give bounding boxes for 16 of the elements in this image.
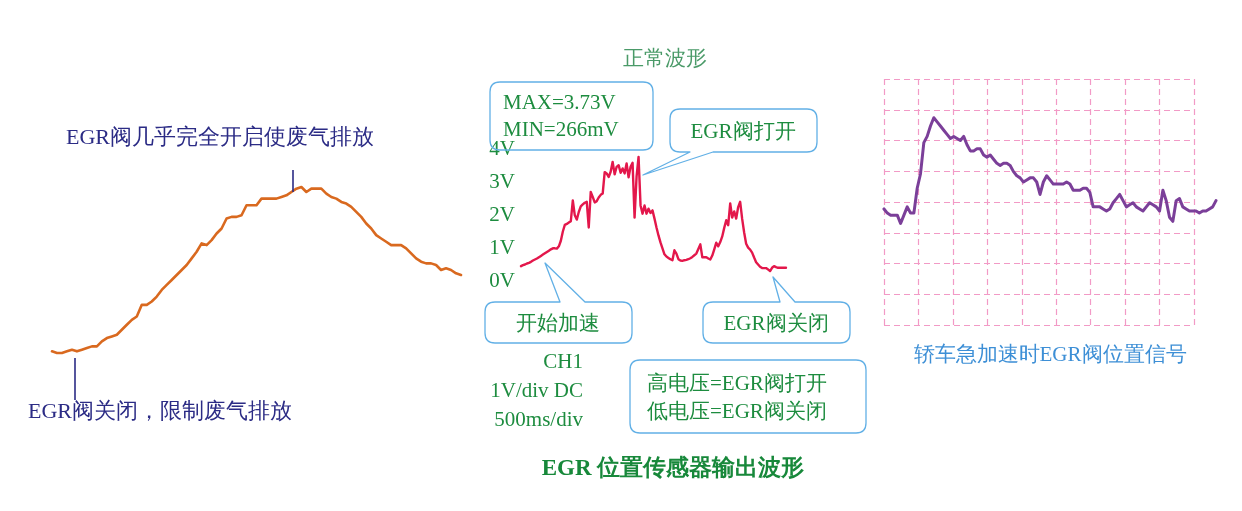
text: 开始加速 [516,310,600,337]
line-series [519,155,788,273]
y-tick-label: 3V [489,169,515,193]
text: CH1 1V/div DC 500ms/div [490,348,583,433]
chart-title: 正常波形 [623,45,707,70]
y-tick-label: 1V [489,235,515,259]
text: EGR 位置传感器输出波形 [541,454,805,482]
text: EGR阀关闭 [723,310,829,337]
text: EGR阀几乎完全开启使废气排放 [66,123,374,151]
text: EGR阀关闭，限制废气排放 [28,397,292,425]
text: 轿车急加速时EGR阀位置信号 [913,341,1187,366]
text: 低电压=EGR阀关闭 [647,398,827,425]
text: 高电压=EGR阀打开 [647,370,827,397]
text: EGR阀打开 [690,118,796,145]
y-tick-label: 0V [489,268,515,292]
y-tick-label: 2V [489,202,515,226]
